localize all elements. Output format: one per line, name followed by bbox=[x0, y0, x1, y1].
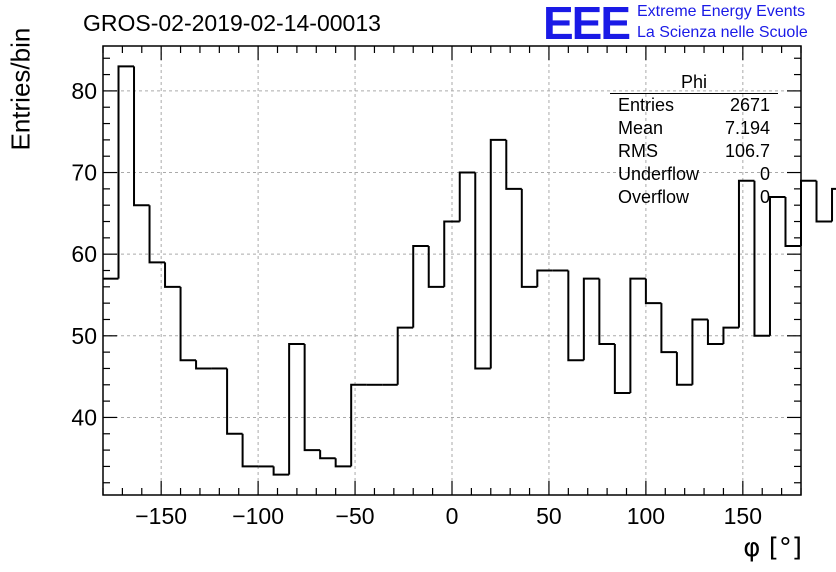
histogram-bin bbox=[334, 458, 352, 468]
histogram-bin bbox=[195, 360, 212, 370]
stats-value: 2671 bbox=[729, 95, 770, 115]
histogram-bin bbox=[272, 466, 290, 476]
histogram-bin bbox=[567, 270, 584, 362]
histogram-bin bbox=[241, 433, 259, 468]
stats-row-underflow: Underflow 0 bbox=[610, 163, 778, 186]
histogram-bin bbox=[536, 269, 553, 287]
stats-label: Underflow bbox=[618, 164, 700, 184]
histogram-bin bbox=[319, 450, 336, 460]
stats-row-mean: Mean 7.194 bbox=[610, 117, 778, 140]
stats-label: Mean bbox=[618, 118, 664, 138]
histogram-bin bbox=[288, 342, 305, 475]
x-tick-label: −150 bbox=[135, 503, 187, 529]
histogram-bin bbox=[179, 286, 197, 362]
x-tick-label: −100 bbox=[232, 503, 284, 529]
stats-label: RMS bbox=[618, 141, 658, 161]
histogram-bin bbox=[133, 66, 150, 207]
histogram-bin bbox=[753, 180, 770, 337]
histogram-bin bbox=[396, 326, 414, 385]
y-tick-label: 60 bbox=[71, 241, 97, 267]
histogram-bin bbox=[582, 277, 600, 361]
histogram-bin bbox=[768, 196, 786, 336]
histogram-bin bbox=[784, 197, 801, 248]
stats-row-overflow: Overflow 0 bbox=[610, 186, 778, 209]
histogram-bin bbox=[489, 138, 507, 369]
logo-line-2: La Scienza nelle Scuole bbox=[637, 24, 808, 41]
histogram-bin bbox=[427, 246, 445, 288]
histogram-bin bbox=[691, 318, 708, 385]
histogram-bin bbox=[505, 139, 522, 190]
histogram-bin bbox=[598, 278, 615, 345]
stats-value: 0 bbox=[759, 187, 770, 207]
y-tick-label: 40 bbox=[71, 404, 97, 430]
eee-logo: EEE bbox=[543, 0, 631, 49]
histogram-bin bbox=[815, 180, 833, 223]
histogram-bin bbox=[520, 188, 538, 288]
histogram-bin bbox=[226, 368, 243, 435]
stats-value: 0 bbox=[759, 164, 770, 184]
histogram-bin bbox=[412, 245, 429, 328]
x-tick-label: 50 bbox=[536, 503, 562, 529]
histogram-bin bbox=[458, 171, 476, 222]
logo-line-1: Extreme Energy Events bbox=[637, 3, 806, 20]
histogram-bin bbox=[350, 383, 367, 467]
histogram-bin bbox=[303, 343, 321, 452]
x-tick-label: 150 bbox=[724, 503, 762, 529]
histogram-bin bbox=[722, 326, 739, 344]
stats-label: Overflow bbox=[618, 187, 690, 207]
y-tick-label: 50 bbox=[71, 323, 97, 349]
histogram-bin bbox=[117, 65, 135, 279]
chart-title: GROS-02-2019-02-14-00013 bbox=[83, 10, 381, 36]
histogram-bin bbox=[737, 179, 755, 328]
histogram-bin bbox=[660, 303, 677, 354]
histogram-bin bbox=[800, 179, 817, 247]
stats-box: Phi Entries 2671 Mean 7.194 RMS 106.7 Under… bbox=[610, 72, 778, 209]
x-tick-label: 0 bbox=[446, 503, 459, 529]
y-tick-label: 80 bbox=[71, 78, 97, 104]
x-tick-label: −50 bbox=[336, 503, 375, 529]
histogram-bin bbox=[148, 205, 166, 264]
stats-row-rms: RMS 106.7 bbox=[610, 140, 778, 163]
histogram-bin bbox=[164, 262, 181, 288]
stats-value: 7.194 bbox=[724, 118, 770, 138]
y-tick-label: 70 bbox=[71, 160, 97, 186]
histogram-bin bbox=[613, 343, 631, 394]
histogram-bin bbox=[474, 172, 491, 370]
histogram-bin bbox=[644, 278, 662, 305]
stats-row-entries: Entries 2671 bbox=[610, 94, 778, 117]
x-axis-label: φ [°] bbox=[743, 533, 802, 563]
histogram-bin bbox=[706, 319, 724, 345]
histogram-bin bbox=[629, 277, 646, 393]
histogram-bin bbox=[831, 187, 836, 222]
histogram-bin bbox=[443, 220, 460, 287]
histogram-bin bbox=[675, 352, 693, 386]
stats-name: Phi bbox=[610, 72, 778, 94]
y-axis-label: Entries/bin bbox=[5, 27, 36, 151]
stats-value: 106.7 bbox=[724, 141, 770, 161]
x-tick-label: 100 bbox=[627, 503, 665, 529]
stats-label: Entries bbox=[618, 95, 675, 115]
